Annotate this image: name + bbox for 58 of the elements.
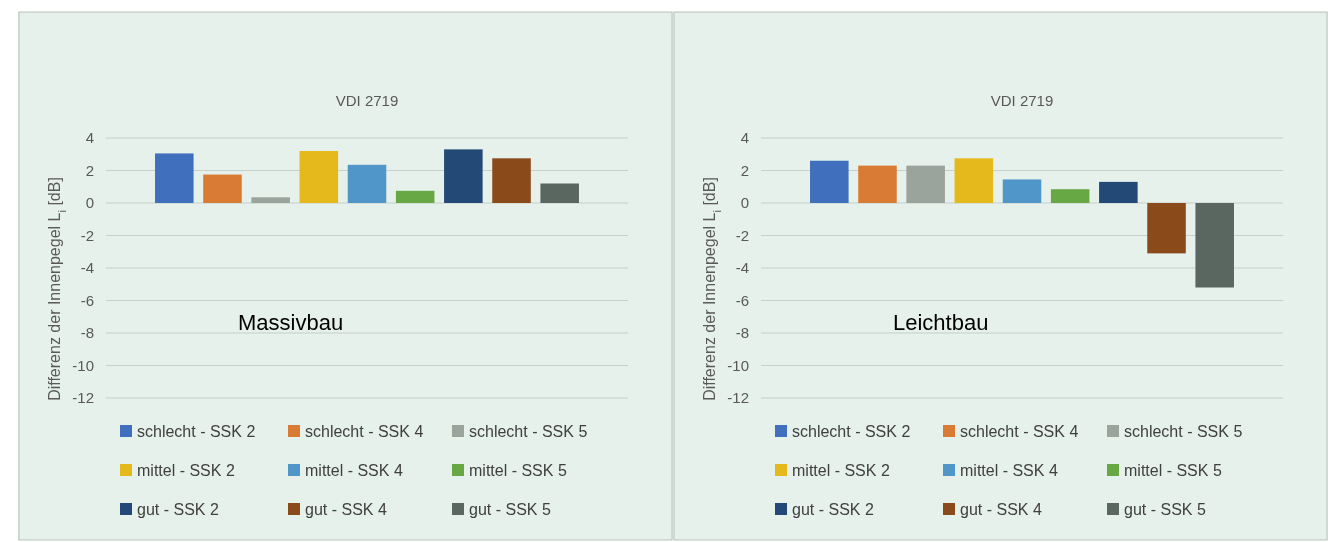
bar (540, 183, 579, 203)
legend-label: gut - SSK 5 (1124, 501, 1206, 518)
bar (810, 160, 849, 203)
legend-label: gut - SSK 2 (792, 501, 874, 518)
y-tick-label: -12 (72, 389, 94, 406)
legend-label: gut - SSK 4 (305, 501, 387, 518)
bar (1050, 189, 1090, 203)
chart-title: VDI 2719 (990, 92, 1054, 109)
legend-label: gut - SSK 4 (960, 501, 1042, 518)
y-tick-label: 2 (85, 161, 94, 179)
legend-label: schlecht - SSK 5 (469, 423, 588, 440)
legend-label: mittel - SSK 5 (469, 462, 567, 479)
y-tick-label: -6 (80, 291, 94, 309)
y-tick-label: 0 (740, 194, 749, 211)
annotation: Massivbau (238, 310, 344, 335)
y-tick-label: 0 (85, 194, 94, 211)
y-tick-label: -4 (735, 259, 749, 276)
y-tick-label: -8 (735, 324, 749, 341)
bar (954, 158, 994, 203)
y-tick-label: -2 (735, 226, 749, 244)
y-tick-label: -8 (80, 324, 94, 341)
legend-label: schlecht - SSK 4 (960, 423, 1079, 440)
bar (492, 158, 531, 203)
bar (906, 165, 945, 203)
bar (155, 153, 194, 203)
annotation: Leichtbau (893, 310, 989, 335)
legend-label: schlecht - SSK 5 (1124, 423, 1243, 440)
bar (858, 165, 897, 203)
bar (203, 174, 242, 203)
legend-label: mittel - SSK 2 (792, 462, 890, 479)
bar (251, 197, 290, 203)
legend-label: mittel - SSK 4 (960, 462, 1058, 479)
legend-label: schlecht - SSK 4 (305, 423, 424, 440)
legend-label: schlecht - SSK 2 (792, 423, 911, 440)
y-tick-label: -12 (727, 389, 749, 406)
y-tick-label: 2 (740, 161, 749, 179)
legend-label: mittel - SSK 4 (305, 462, 403, 479)
bar (444, 149, 483, 203)
bar (1195, 203, 1234, 288)
bar (1099, 181, 1138, 203)
y-tick-label: -6 (735, 291, 749, 309)
bar (299, 151, 339, 203)
legend-label: mittel - SSK 5 (1124, 462, 1222, 479)
y-tick-label: 4 (85, 129, 94, 146)
bar (347, 164, 387, 203)
y-tick-label: -2 (80, 226, 94, 244)
legend-label: gut - SSK 2 (137, 501, 219, 518)
chart-title: VDI 2719 (335, 92, 399, 109)
legend-label: mittel - SSK 2 (137, 462, 235, 479)
legend-label: gut - SSK 5 (469, 501, 551, 518)
y-tick-label: 4 (740, 129, 749, 146)
bar (1147, 203, 1186, 254)
y-tick-label: -4 (80, 259, 94, 276)
bar (395, 190, 435, 203)
y-tick-label: -10 (72, 356, 94, 374)
y-tick-label: -10 (727, 356, 749, 374)
legend-label: schlecht - SSK 2 (137, 423, 256, 440)
bar (1002, 179, 1042, 203)
